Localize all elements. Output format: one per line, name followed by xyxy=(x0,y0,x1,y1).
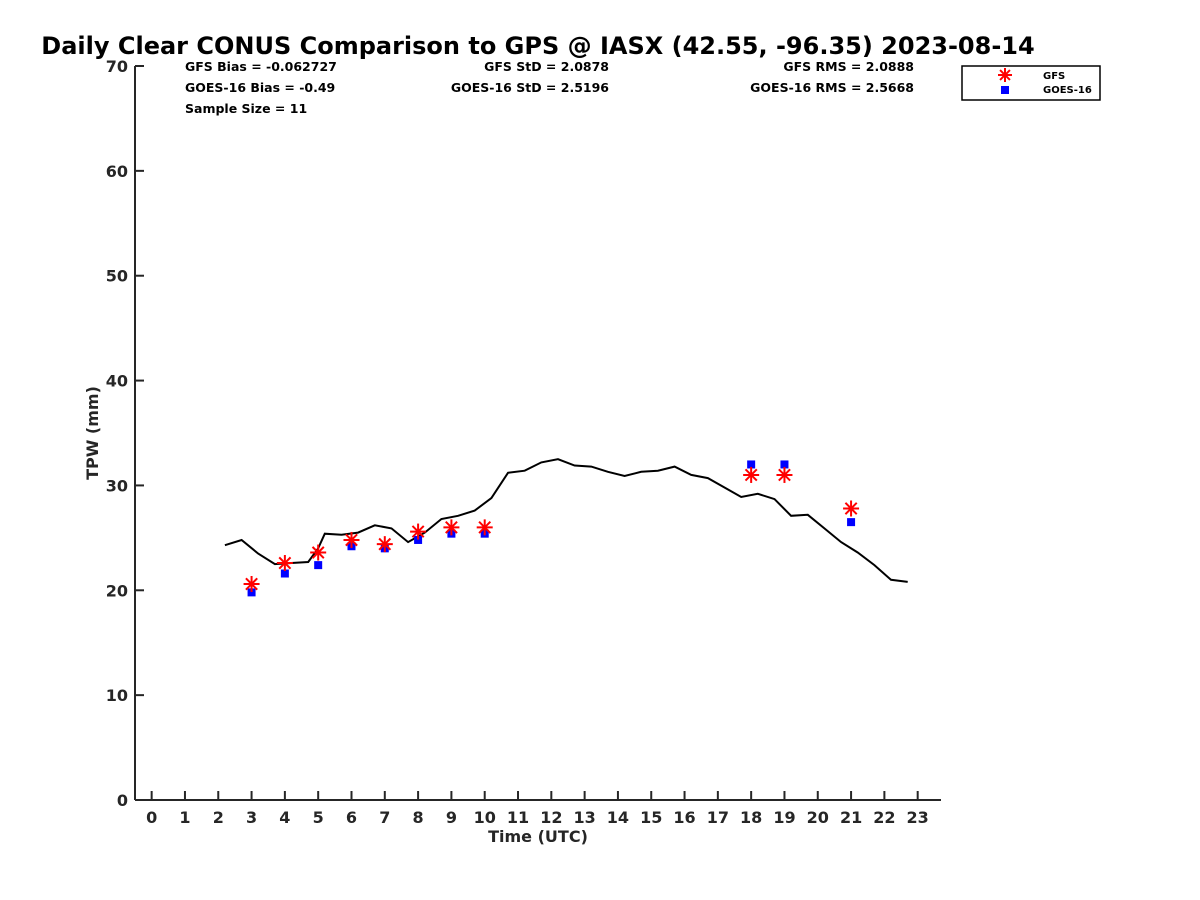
goes-bias-text: GOES-16 Bias = -0.49 xyxy=(185,80,335,95)
gfs-point-stroke xyxy=(245,577,258,591)
gfs-point-stroke xyxy=(378,537,392,551)
gfs-point-stroke xyxy=(744,468,758,482)
gfs-std-text: GFS StD = 2.0878 xyxy=(484,59,609,74)
gfs-point xyxy=(343,531,360,548)
legend-gfs-label: GFS xyxy=(1043,71,1065,82)
goes16-point xyxy=(780,460,789,469)
goes-rms-text: GOES-16 RMS = 2.5668 xyxy=(750,80,914,95)
gfs-point xyxy=(443,519,460,536)
x-tick-label: 2 xyxy=(213,808,224,827)
gfs-point xyxy=(276,555,293,572)
goes16-point xyxy=(847,518,856,527)
gfs-point xyxy=(843,500,860,517)
gfs-point xyxy=(476,519,493,536)
chart-title: Daily Clear CONUS Comparison to GPS @ IA… xyxy=(41,32,1034,60)
y-tick-label: 0 xyxy=(117,791,128,810)
gfs-bias-text: GFS Bias = -0.062727 xyxy=(185,59,337,74)
series-gps xyxy=(224,458,908,583)
goes16-point xyxy=(414,535,423,544)
x-tick-label: 21 xyxy=(840,808,862,827)
x-axis-label: Time (UTC) xyxy=(488,827,588,846)
x-tick-label: 7 xyxy=(379,808,390,827)
y-tick-label: 70 xyxy=(106,57,128,76)
legend-gfs-asterisk-stroke xyxy=(999,69,1011,81)
gfs-point-stroke xyxy=(278,556,292,570)
gfs-point-stroke xyxy=(478,521,492,534)
gfs-point-stroke xyxy=(844,502,858,515)
x-tick-label: 6 xyxy=(346,808,357,827)
x-tick-label: 0 xyxy=(146,808,157,827)
series-goes16 xyxy=(247,460,856,597)
y-tick-label: 30 xyxy=(106,476,128,495)
gps-line xyxy=(224,458,908,583)
legend: GFS GOES-16 xyxy=(961,65,1101,101)
gfs-point-stroke xyxy=(345,533,358,547)
x-tick-label: 3 xyxy=(246,808,257,827)
gfs-point xyxy=(376,536,393,553)
goes16-point xyxy=(280,569,289,578)
y-ticks: 0 10 20 30 40 50 60 70 xyxy=(106,57,144,810)
x-tick-label: 20 xyxy=(807,808,829,827)
x-tick-label: 15 xyxy=(640,808,662,827)
gfs-rms-text: GFS RMS = 2.0888 xyxy=(783,59,914,74)
y-tick-label: 20 xyxy=(106,581,128,600)
x-tick-label: 17 xyxy=(707,808,729,827)
legend-goes16-marker xyxy=(1001,86,1009,94)
goes16-point xyxy=(314,561,323,570)
x-tick-label: 4 xyxy=(279,808,290,827)
legend-gfs-marker xyxy=(998,68,1012,82)
x-tick-label: 23 xyxy=(907,808,929,827)
y-tick-label: 50 xyxy=(106,267,128,286)
series-gfs xyxy=(243,466,860,592)
gfs-point xyxy=(310,544,327,561)
legend-gfs-asterisk xyxy=(998,68,1012,82)
x-tick-label: 16 xyxy=(673,808,695,827)
gfs-point xyxy=(776,466,793,483)
axes xyxy=(134,66,941,801)
gfs-point xyxy=(743,466,760,483)
x-ticks: 0 1 2 3 4 5 6 7 8 9 10 11 12 13 14 15 16 17 18 19 20 21 22 23 xyxy=(146,791,929,827)
gfs-point-stroke xyxy=(778,468,791,482)
goes-std-text: GOES-16 StD = 2.5196 xyxy=(451,80,609,95)
x-tick-label: 11 xyxy=(507,808,529,827)
sample-size-text: Sample Size = 11 xyxy=(185,101,307,116)
x-tick-label: 18 xyxy=(740,808,762,827)
x-tick-label: 1 xyxy=(179,808,190,827)
y-tick-label: 10 xyxy=(106,686,128,705)
x-tick-label: 13 xyxy=(573,808,595,827)
y-tick-label: 60 xyxy=(106,162,128,181)
goes16-point xyxy=(247,588,256,597)
legend-box xyxy=(961,65,1101,101)
gfs-point-stroke xyxy=(411,525,425,538)
x-tick-label: 14 xyxy=(607,808,629,827)
y-axis-label: TPW (mm) xyxy=(83,386,102,480)
x-tick-label: 12 xyxy=(540,808,562,827)
x-tick-label: 9 xyxy=(446,808,457,827)
y-tick-label: 40 xyxy=(106,372,128,391)
legend-goes16-label: GOES-16 xyxy=(1043,85,1092,96)
gfs-point-stroke xyxy=(445,521,458,534)
x-tick-label: 5 xyxy=(313,808,324,827)
x-tick-label: 8 xyxy=(413,808,424,827)
goes16-point xyxy=(747,460,756,469)
x-tick-label: 19 xyxy=(773,808,795,827)
x-tick-label: 22 xyxy=(873,808,895,827)
x-tick-label: 10 xyxy=(474,808,496,827)
gfs-point-stroke xyxy=(311,546,325,559)
gfs-point xyxy=(243,575,260,592)
gfs-point xyxy=(410,523,427,540)
